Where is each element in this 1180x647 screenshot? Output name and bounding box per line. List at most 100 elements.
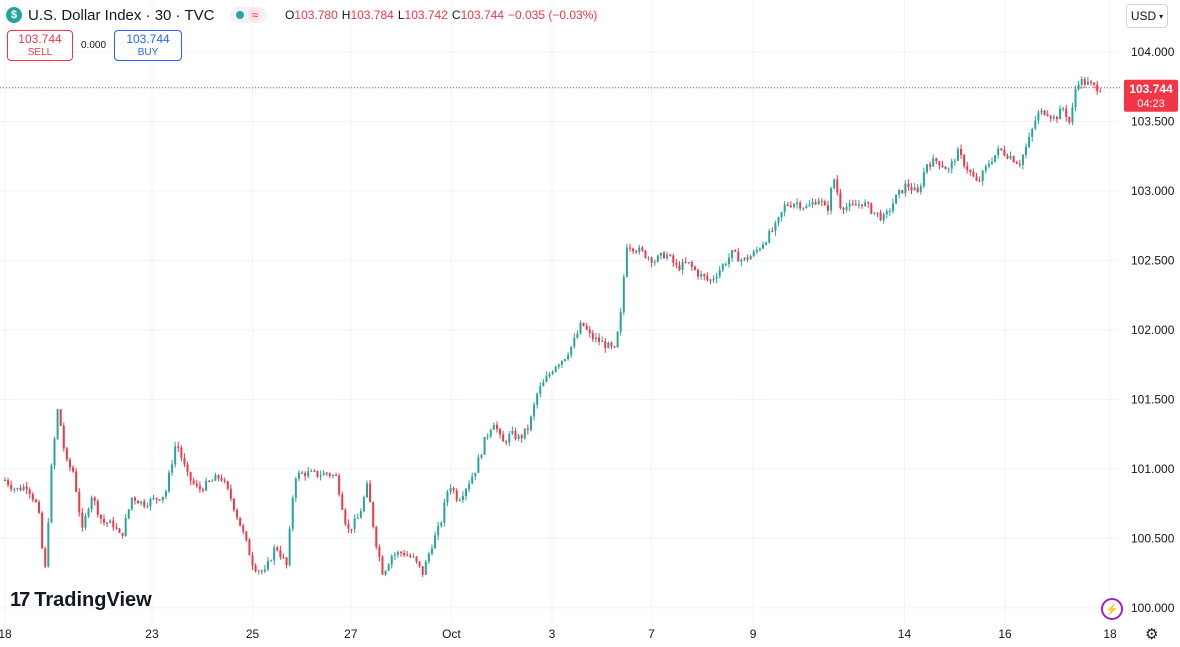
candle-body bbox=[81, 512, 84, 528]
candle-body bbox=[443, 502, 446, 523]
lightning-icon[interactable]: ⚡ bbox=[1101, 598, 1123, 620]
candle-body bbox=[885, 211, 888, 215]
candle-body bbox=[161, 496, 164, 501]
candle-body bbox=[895, 194, 898, 204]
candle-body bbox=[418, 561, 421, 567]
candle-body bbox=[174, 446, 177, 465]
candle-body bbox=[424, 561, 427, 575]
candle-body bbox=[891, 203, 894, 211]
candle-body bbox=[387, 564, 390, 571]
candle-body bbox=[604, 341, 607, 349]
candle-body bbox=[325, 472, 328, 474]
symbol-logo-icon: $ bbox=[6, 7, 22, 23]
candle-body bbox=[1093, 82, 1096, 85]
currency-select[interactable]: USD ▾ bbox=[1126, 4, 1168, 28]
buy-button[interactable]: 103.744 BUY bbox=[114, 30, 183, 61]
candle-body bbox=[232, 498, 235, 510]
candle-body bbox=[75, 471, 78, 492]
x-tick-label: 9 bbox=[750, 627, 757, 641]
x-tick-label: 23 bbox=[145, 627, 159, 641]
candle-body bbox=[879, 212, 882, 221]
candle-body bbox=[421, 566, 424, 575]
candle-body bbox=[140, 501, 143, 504]
candle-body bbox=[505, 441, 508, 443]
candle-body bbox=[789, 205, 792, 207]
symbol-title[interactable]: U.S. Dollar Index · 30 · TVC bbox=[28, 6, 215, 24]
candle-body bbox=[257, 570, 260, 572]
candle-body bbox=[62, 425, 65, 449]
candle-body bbox=[854, 204, 857, 206]
candle-body bbox=[619, 311, 622, 332]
candle-body bbox=[492, 424, 495, 430]
candle-body bbox=[823, 201, 826, 206]
candle-body bbox=[987, 163, 990, 167]
candle-body bbox=[1046, 114, 1049, 116]
tradingview-watermark[interactable]: 17 TradingView bbox=[10, 589, 152, 612]
high-key: H bbox=[341, 8, 351, 22]
candle-body bbox=[347, 524, 350, 529]
sell-price: 103.744 bbox=[18, 31, 62, 46]
candle-body bbox=[415, 556, 418, 562]
y-tick-label: 102.500 bbox=[1131, 254, 1175, 268]
candle-body bbox=[635, 251, 638, 253]
low-key: L bbox=[397, 8, 405, 22]
tradingview-logo-icon: 17 bbox=[10, 589, 30, 611]
candle-body bbox=[34, 499, 37, 502]
candle-body bbox=[721, 264, 724, 270]
buy-label: BUY bbox=[137, 46, 159, 58]
gear-icon[interactable]: ⚙ bbox=[1145, 626, 1159, 643]
candle-body bbox=[149, 498, 152, 507]
candle-body bbox=[632, 248, 635, 252]
candle-body bbox=[1080, 79, 1083, 85]
candle-body bbox=[353, 518, 356, 530]
candle-body bbox=[152, 497, 155, 499]
candle-body bbox=[1021, 154, 1024, 165]
candle-body bbox=[41, 512, 44, 549]
candle-body bbox=[16, 487, 19, 489]
candle-body bbox=[409, 555, 412, 558]
candle-body bbox=[817, 200, 820, 205]
candle-body bbox=[1006, 155, 1009, 159]
market-status-pill[interactable]: ≈ bbox=[230, 7, 268, 23]
candle-body bbox=[143, 501, 146, 507]
sell-label: SELL bbox=[27, 46, 53, 58]
candle-body bbox=[285, 557, 288, 566]
candle-body bbox=[508, 433, 511, 443]
candle-body bbox=[557, 364, 560, 367]
candle-body bbox=[848, 203, 851, 207]
candle-body bbox=[514, 430, 517, 439]
candle-body bbox=[341, 494, 344, 510]
candle-body bbox=[517, 435, 520, 439]
x-tick-label: 25 bbox=[246, 627, 260, 641]
candle-body bbox=[876, 212, 879, 214]
candle-body bbox=[963, 155, 966, 167]
candle-body bbox=[598, 337, 601, 342]
candle-body bbox=[814, 202, 817, 205]
candle-body bbox=[922, 172, 925, 187]
candle-body bbox=[833, 179, 836, 189]
candle-body bbox=[663, 252, 666, 259]
candle-body bbox=[1015, 162, 1018, 164]
x-tick-label: 16 bbox=[998, 627, 1012, 641]
candle-body bbox=[882, 214, 885, 221]
candle-body bbox=[966, 166, 969, 171]
candle-body bbox=[167, 472, 170, 492]
candle-body bbox=[294, 478, 297, 498]
candle-body bbox=[783, 204, 786, 212]
candle-body bbox=[1052, 116, 1055, 119]
candle-body bbox=[675, 262, 678, 265]
y-tick-label: 103.000 bbox=[1131, 184, 1175, 198]
candle-body bbox=[1096, 84, 1099, 92]
candle-body bbox=[839, 192, 842, 209]
candle-body bbox=[279, 550, 282, 557]
candle-body bbox=[103, 518, 106, 523]
countdown-value: 04:23 bbox=[1137, 98, 1165, 110]
candle-body bbox=[449, 488, 452, 492]
candle-body bbox=[440, 522, 443, 526]
candle-body bbox=[251, 555, 254, 566]
sell-button[interactable]: 103.744 SELL bbox=[7, 30, 73, 61]
candle-body bbox=[737, 251, 740, 262]
candle-body bbox=[260, 570, 263, 572]
candle-body bbox=[709, 279, 712, 281]
